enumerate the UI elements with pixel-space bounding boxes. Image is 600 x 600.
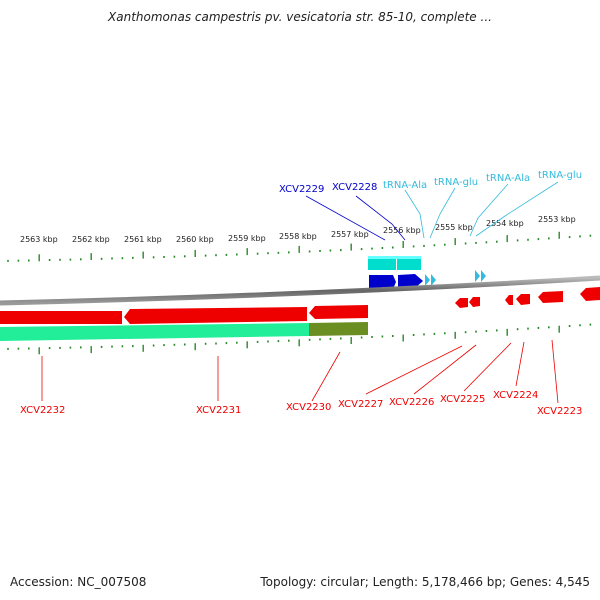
leader-line	[469, 183, 509, 237]
kbp-label: 2561 kbp	[124, 235, 162, 244]
gc-band	[0, 323, 309, 341]
gene-label-xcv2226[interactable]: XCV2226	[389, 397, 434, 408]
cds-forward-xcv2228[interactable]	[398, 274, 423, 288]
trna-arrow[interactable]	[475, 270, 480, 282]
kbp-label: 2556 kbp	[383, 226, 421, 235]
gene-label-xcv2231[interactable]: XCV2231	[196, 405, 241, 416]
genome-backbone	[0, 275, 600, 306]
kbp-label: 2559 kbp	[228, 234, 266, 243]
cds-forward-xcv2229[interactable]	[369, 275, 396, 289]
gene-label-xcv2227[interactable]: XCV2227	[338, 399, 383, 410]
map-title: Xanthomonas campestris pv. vesicatoria s…	[108, 10, 492, 24]
gene-label-xcv2225[interactable]: XCV2225	[440, 394, 485, 405]
forward-features	[368, 256, 486, 289]
gene-band-highlight	[368, 256, 421, 259]
gc-band-low	[309, 322, 368, 336]
gene-band-segment	[397, 256, 421, 270]
leader-line	[404, 189, 425, 239]
trna-arrow[interactable]	[425, 274, 430, 286]
leader-line	[429, 187, 456, 239]
cds-reverse-xcv2223[interactable]	[538, 291, 563, 303]
bottom-gene-labels: XCV2232 XCV2231 XCV2230 XCV2227 XCV2226 …	[20, 390, 582, 417]
cds-reverse-xcv2224[interactable]	[516, 294, 530, 305]
leader-line	[551, 339, 559, 404]
leader-line	[475, 181, 559, 237]
trna-label[interactable]: tRNA-Ala	[383, 180, 427, 191]
leader-line	[413, 344, 477, 395]
cds-reverse-xcv2225[interactable]	[505, 295, 513, 305]
top-leaders	[305, 181, 559, 241]
leader-line	[311, 351, 341, 402]
kbp-label: 2557 kbp	[331, 230, 369, 239]
topology-text: Topology: circular; Length: 5,178,466 bp…	[260, 575, 590, 589]
kbp-scale: 2563 kbp 2562 kbp 2561 kbp 2560 kbp 2559…	[20, 215, 576, 244]
cds-reverse-xcv2227[interactable]	[455, 298, 468, 308]
trna-arrow[interactable]	[481, 270, 486, 282]
gene-band-segment	[368, 256, 396, 270]
bottom-leaders	[41, 339, 559, 404]
cds-reverse-xcv2232[interactable]	[0, 311, 122, 324]
accession-text: Accession: NC_007508	[10, 575, 147, 589]
gene-label-xcv2229[interactable]: XCV2229	[279, 184, 324, 195]
trna-label[interactable]: tRNA-glu	[434, 177, 478, 188]
leader-line	[463, 342, 512, 392]
gene-label-xcv2232[interactable]: XCV2232	[20, 405, 65, 416]
bottom-tick-row	[7, 323, 592, 355]
kbp-label: 2563 kbp	[20, 235, 58, 244]
cds-reverse-xcv2231[interactable]	[124, 307, 307, 324]
gene-label-xcv2224[interactable]: XCV2224	[493, 390, 538, 401]
reverse-features	[0, 287, 600, 341]
kbp-label: 2554 kbp	[486, 219, 524, 228]
kbp-label: 2555 kbp	[435, 223, 473, 232]
gene-label-xcv2230[interactable]: XCV2230	[286, 402, 331, 413]
top-tick-row	[7, 231, 592, 262]
gene-label-xcv2228[interactable]: XCV2228	[332, 182, 377, 193]
leader-line	[305, 195, 386, 241]
kbp-label: 2553 kbp	[538, 215, 576, 224]
trna-label[interactable]: tRNA-Ala	[486, 173, 530, 184]
gene-label-xcv2223[interactable]: XCV2223	[537, 406, 582, 417]
kbp-label: 2560 kbp	[176, 235, 214, 244]
leader-line	[355, 195, 406, 241]
cds-reverse-xcv2230[interactable]	[309, 305, 368, 319]
trna-label[interactable]: tRNA-glu	[538, 170, 582, 181]
kbp-label: 2562 kbp	[72, 235, 110, 244]
kbp-label: 2558 kbp	[279, 232, 317, 241]
cds-reverse-xcv2226[interactable]	[469, 297, 480, 307]
trna-arrow[interactable]	[431, 274, 436, 286]
leader-line	[515, 341, 525, 387]
top-gene-labels: XCV2229 XCV2228 tRNA-Ala tRNA-glu tRNA-A…	[279, 170, 582, 195]
cds-reverse-partial[interactable]	[580, 287, 600, 301]
leader-line	[365, 345, 463, 395]
